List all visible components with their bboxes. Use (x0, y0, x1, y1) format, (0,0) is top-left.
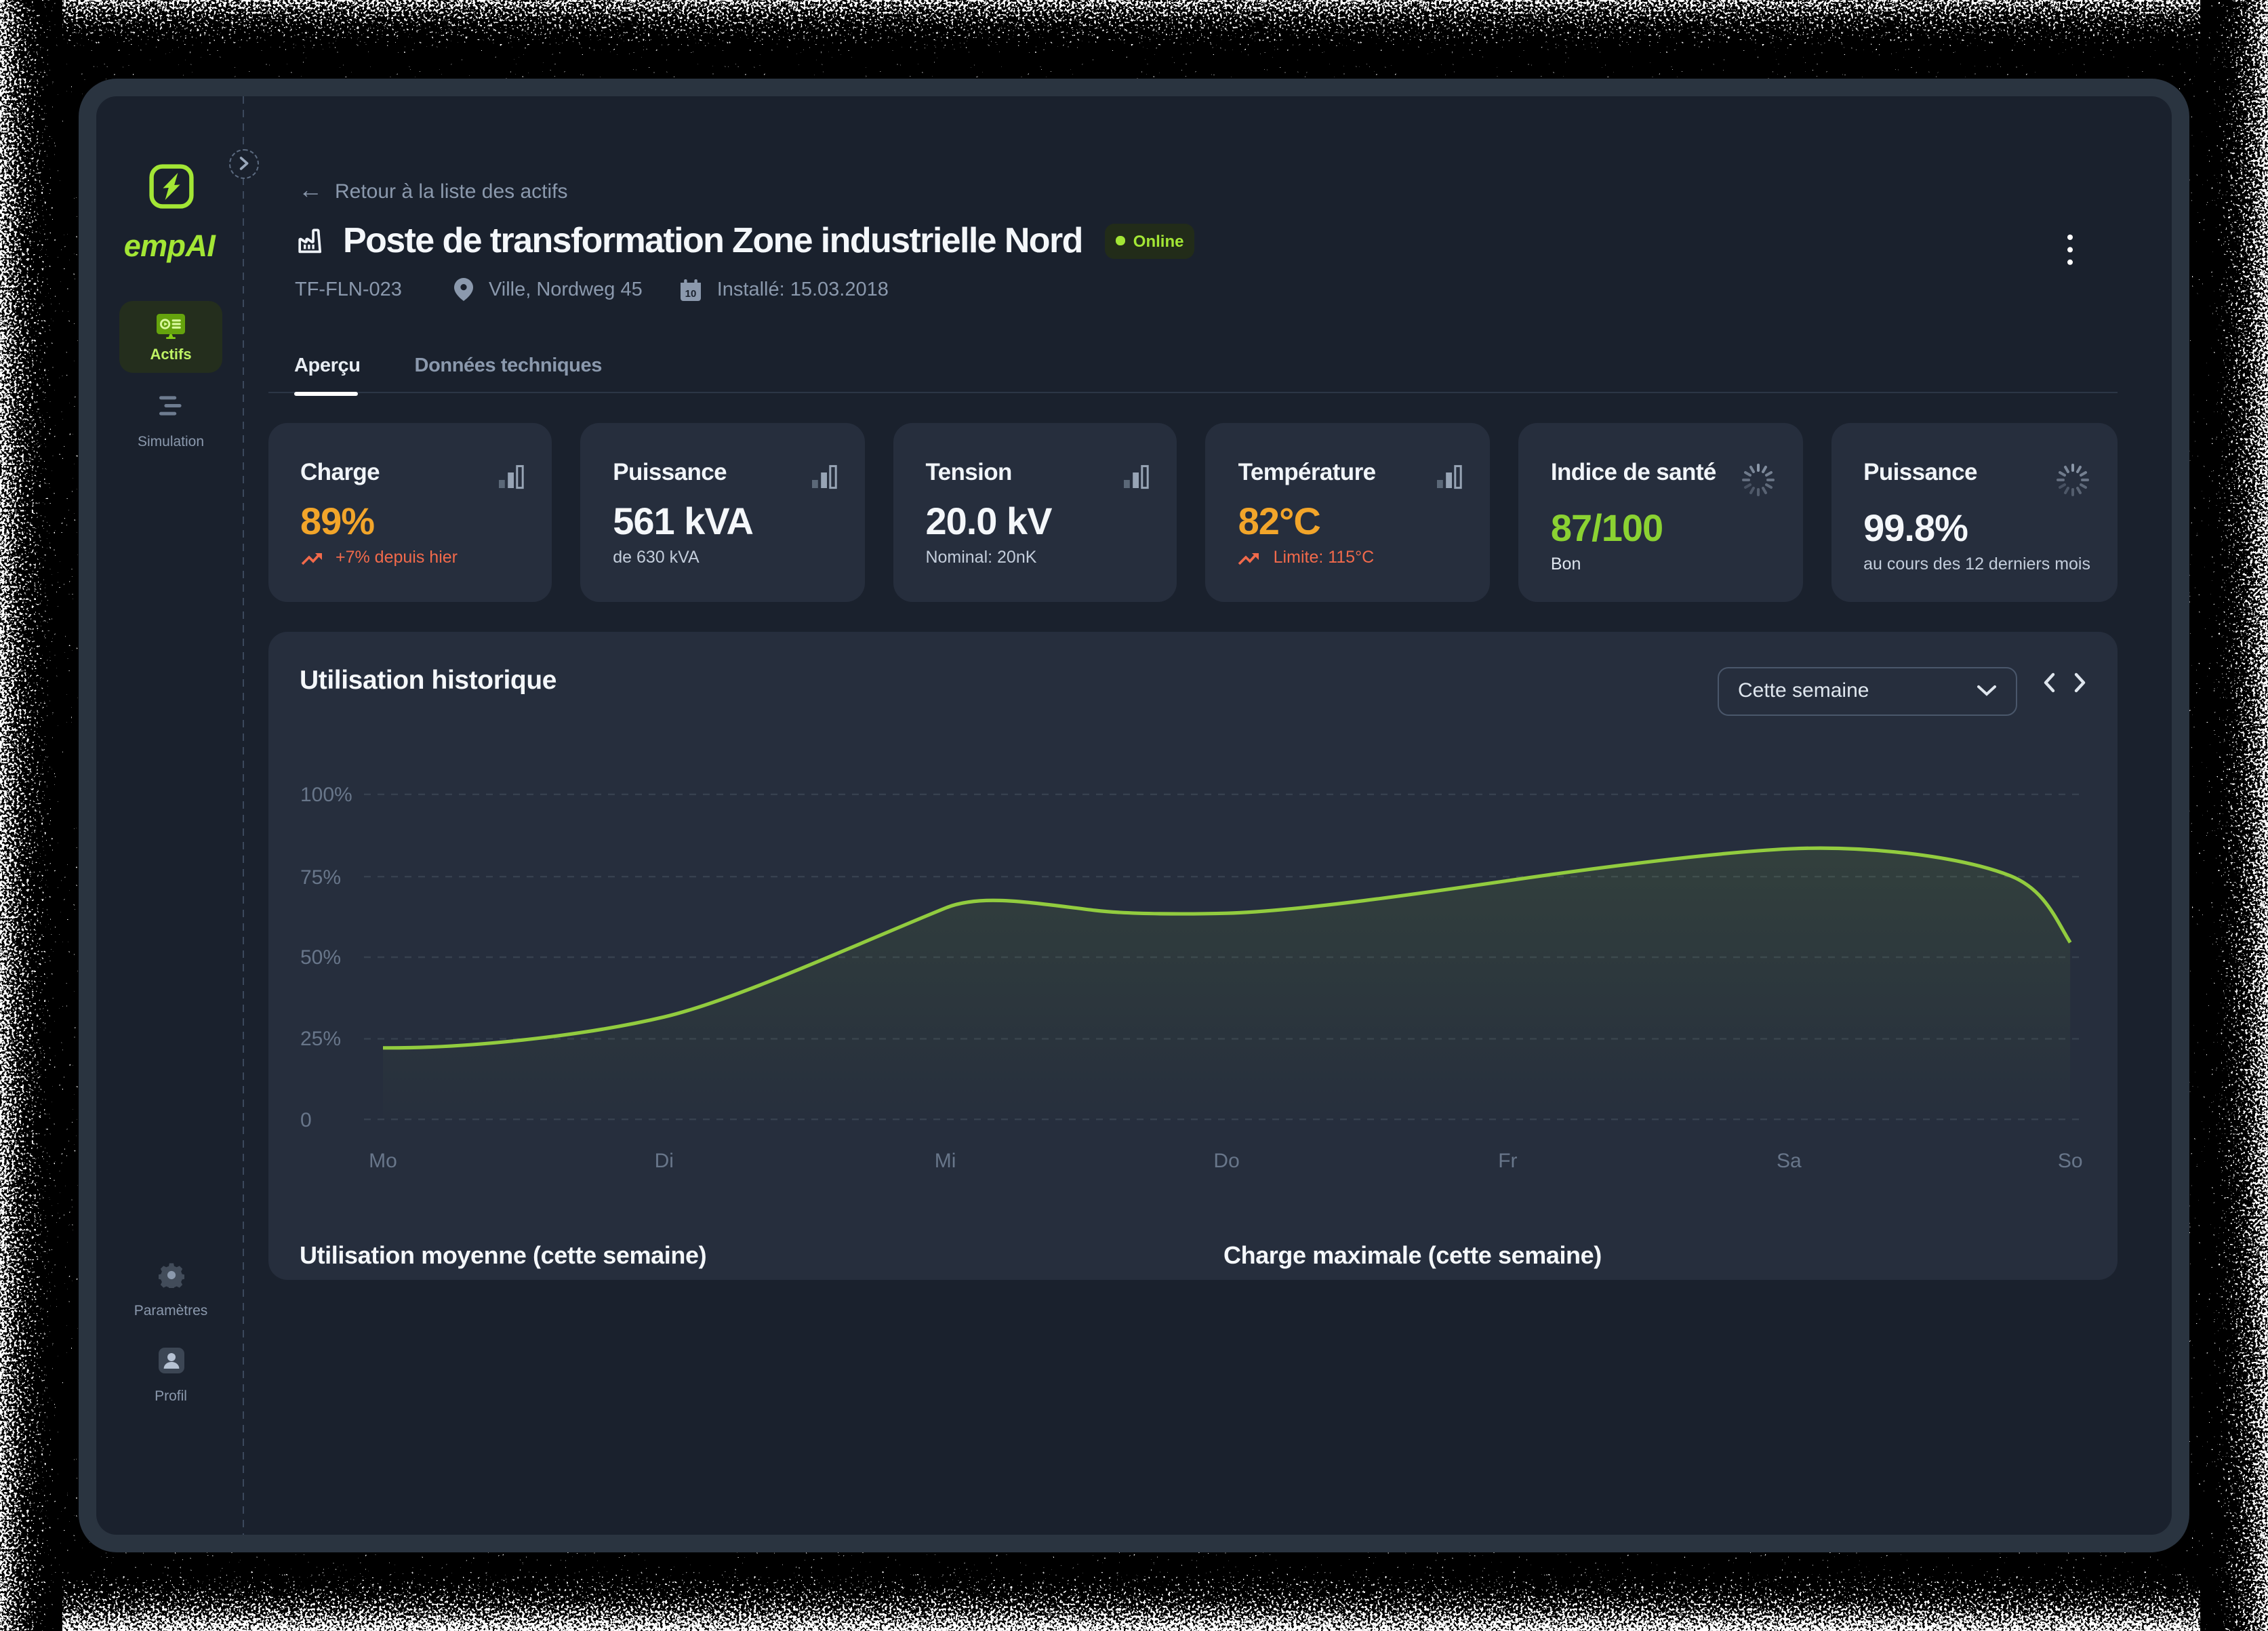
svg-text:Mo: Mo (368, 1150, 397, 1172)
svg-text:Do: Do (1213, 1150, 1238, 1172)
svg-text:25%: 25% (300, 1028, 340, 1050)
svg-text:Mi: Mi (934, 1150, 956, 1172)
svg-text:Sa: Sa (1776, 1150, 1801, 1172)
svg-text:50%: 50% (300, 946, 340, 969)
svg-text:So: So (2057, 1150, 2082, 1172)
svg-text:Di: Di (654, 1150, 673, 1172)
svg-text:Fr: Fr (1497, 1150, 1516, 1172)
svg-text:10: 10 (685, 287, 696, 299)
svg-text:75%: 75% (300, 866, 340, 889)
svg-text:100%: 100% (300, 784, 352, 806)
svg-text:0: 0 (300, 1109, 311, 1131)
